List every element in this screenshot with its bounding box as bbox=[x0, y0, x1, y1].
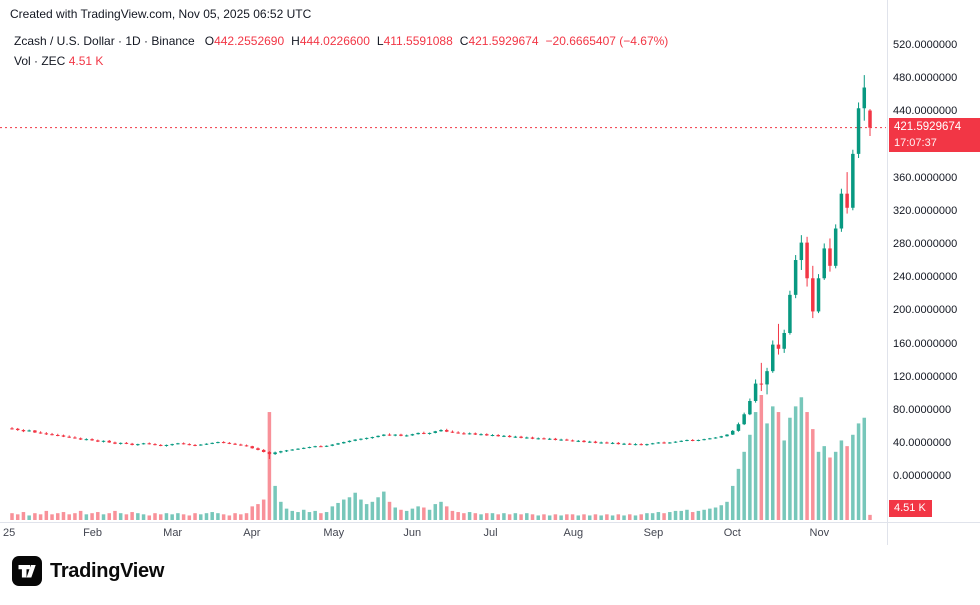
price-axis-label: 320.0000000 bbox=[893, 204, 958, 217]
open-value: O442.2552690 bbox=[204, 34, 285, 48]
tradingview-footer[interactable]: TradingView bbox=[12, 556, 164, 586]
symbol-title[interactable]: Zcash / U.S. Dollar · 1D · Binance bbox=[14, 34, 195, 48]
attribution-text: Created with TradingView.com, Nov 05, 20… bbox=[10, 7, 312, 21]
time-axis-label: Jul bbox=[483, 527, 498, 539]
legend-volume-row: Vol · ZEC 4.51 K bbox=[14, 51, 668, 71]
volume-label: Vol · ZEC bbox=[14, 54, 66, 68]
price-axis-label: 440.0000000 bbox=[893, 105, 958, 118]
time-axis-label: Jun bbox=[403, 527, 422, 539]
price-axis-label: 480.0000000 bbox=[893, 72, 958, 85]
legend: Zcash / U.S. Dollar · 1D · Binance O442.2… bbox=[14, 31, 668, 71]
time-axis[interactable]: 25 Feb Mar Apr May Jun Jul Aug Sep Oct Nov bbox=[0, 524, 888, 544]
price-axis-label: 40.0000000 bbox=[893, 437, 952, 450]
price-axis-label: 200.0000000 bbox=[893, 304, 958, 317]
time-axis-label: Sep bbox=[643, 527, 664, 539]
price-axis-label: 280.0000000 bbox=[893, 238, 958, 251]
volume-value: 4.51 K bbox=[68, 54, 104, 68]
time-axis-label: Nov bbox=[809, 527, 830, 539]
tradingview-wordmark: TradingView bbox=[50, 559, 165, 582]
time-axis-label: Feb bbox=[83, 527, 103, 539]
time-axis-label: Mar bbox=[163, 527, 183, 539]
time-axis-label: May bbox=[323, 527, 345, 539]
low-value: L411.5591088 bbox=[376, 34, 453, 48]
close-value: C421.5929674 bbox=[459, 34, 539, 48]
tradingview-logo-icon bbox=[12, 556, 42, 586]
candlestick-series bbox=[10, 75, 872, 460]
last-price-value: 421.5929674 bbox=[894, 120, 962, 133]
price-axis-label: 80.0000000 bbox=[893, 403, 952, 416]
time-axis-label: Apr bbox=[243, 527, 261, 539]
price-axis-label: 160.0000000 bbox=[893, 337, 958, 350]
time-axis-label: 25 bbox=[3, 527, 16, 539]
price-axis[interactable]: 520.0000000480.0000000440.0000000400.000… bbox=[890, 0, 980, 522]
price-axis-label: 360.0000000 bbox=[893, 171, 958, 184]
bar-countdown: 17:07:37 bbox=[894, 136, 937, 149]
price-axis-label: 120.0000000 bbox=[893, 370, 958, 383]
legend-ohlc-row: Zcash / U.S. Dollar · 1D · Binance O442.2… bbox=[14, 31, 668, 51]
last-price-badge: 421.5929674 17:07:37 bbox=[889, 117, 980, 152]
price-axis-label: 0.00000000 bbox=[893, 470, 952, 483]
time-axis-label: Oct bbox=[723, 527, 741, 539]
change-value: −20.6665407 (−4.67%) bbox=[545, 34, 669, 48]
volume-series bbox=[10, 395, 872, 520]
time-axis-label: Aug bbox=[563, 527, 584, 539]
high-value: H444.0226600 bbox=[291, 34, 370, 48]
price-axis-label: 520.0000000 bbox=[893, 39, 958, 52]
last-volume-badge: 4.51 K bbox=[889, 500, 932, 517]
price-axis-label: 240.0000000 bbox=[893, 271, 958, 284]
